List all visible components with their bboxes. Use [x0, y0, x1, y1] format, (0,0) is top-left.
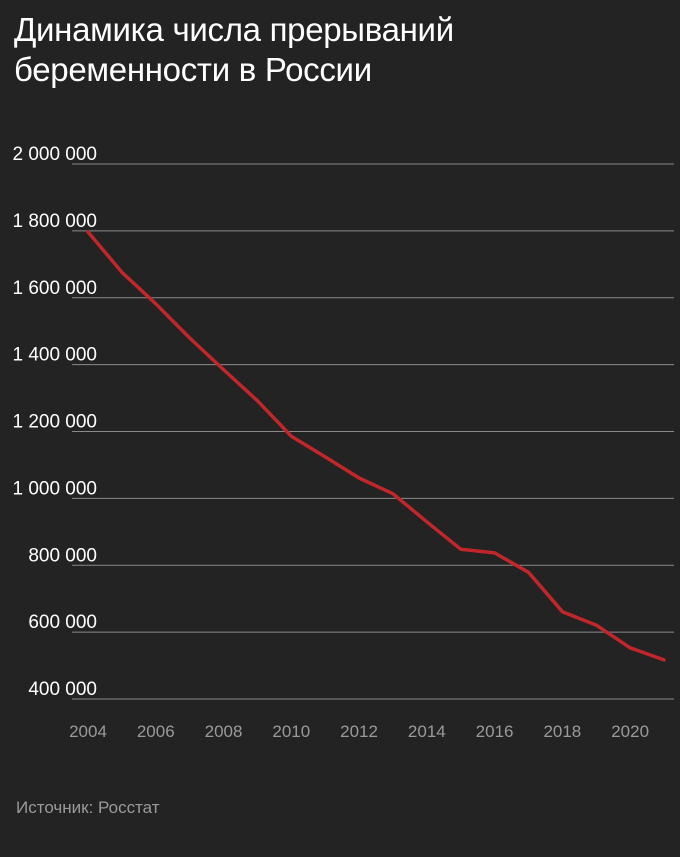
series-layer [86, 230, 666, 662]
y-tick-label: 1 600 000 [12, 278, 97, 299]
x-tick-label: 2014 [408, 722, 446, 741]
chart-title: Динамика числа прерываний беременности в… [14, 11, 454, 88]
x-tick-label: 2016 [476, 722, 514, 741]
y-tick-label: 600 000 [28, 612, 97, 633]
x-tick-label: 2012 [340, 722, 378, 741]
y-tick-label: 1 200 000 [12, 412, 97, 433]
source-note: Источник: Росстат [16, 798, 160, 817]
y-tick-label: 1 400 000 [12, 345, 97, 366]
x-tick-label: 2010 [272, 722, 310, 741]
x-tick-label: 2018 [543, 722, 581, 741]
y-tick-label: 400 000 [28, 679, 97, 700]
y-tick-label: 1 800 000 [12, 211, 97, 232]
x-tick-label: 2006 [137, 722, 175, 741]
series-line [86, 230, 666, 662]
x-tick-label: 2020 [611, 722, 649, 741]
x-tick-label: 2004 [69, 722, 107, 741]
y-tick-label: 800 000 [28, 545, 97, 566]
y-tick-label: 1 000 000 [12, 478, 97, 499]
x-axis-ticks: 2004 2006 2008 2010 2012 2014 2016 2018 2020 [69, 722, 649, 741]
x-tick-label: 2008 [205, 722, 243, 741]
y-tick-label: 2 000 000 [12, 144, 97, 165]
y-axis-ticks: 2 000 000 1 800 000 1 600 000 1 400 000 1 20… [12, 144, 97, 700]
gridlines [72, 163, 674, 700]
